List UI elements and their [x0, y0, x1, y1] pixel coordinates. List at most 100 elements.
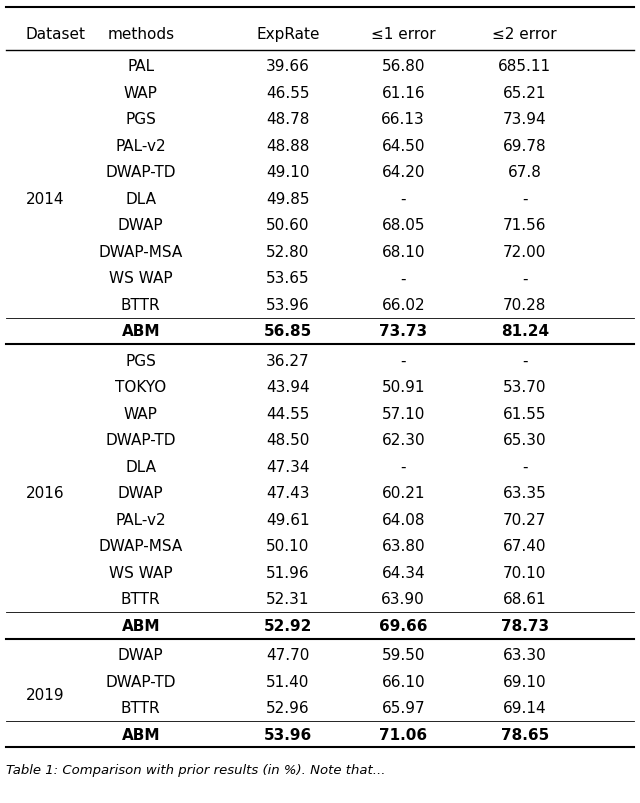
Text: DWAP-TD: DWAP-TD: [106, 165, 176, 180]
Text: 47.43: 47.43: [266, 486, 310, 500]
Text: 47.70: 47.70: [266, 647, 310, 662]
Text: -: -: [522, 459, 527, 474]
Text: 36.27: 36.27: [266, 353, 310, 368]
Text: ≤2 error: ≤2 error: [493, 27, 557, 43]
Text: 68.05: 68.05: [381, 218, 425, 233]
Text: ≤1 error: ≤1 error: [371, 27, 435, 43]
Text: BTTR: BTTR: [121, 592, 161, 606]
Text: 69.14: 69.14: [503, 700, 547, 715]
Text: DWAP-TD: DWAP-TD: [106, 433, 176, 447]
Text: DWAP: DWAP: [118, 218, 164, 233]
Text: ABM: ABM: [122, 727, 160, 742]
Text: PGS: PGS: [125, 112, 156, 127]
Text: 68.61: 68.61: [503, 592, 547, 606]
Text: 61.55: 61.55: [503, 406, 547, 421]
Text: 44.55: 44.55: [266, 406, 310, 421]
Text: PAL-v2: PAL-v2: [115, 512, 166, 527]
Text: 64.08: 64.08: [381, 512, 425, 527]
Text: 73.94: 73.94: [503, 112, 547, 127]
Text: 66.10: 66.10: [381, 674, 425, 689]
Text: 62.30: 62.30: [381, 433, 425, 447]
Text: DLA: DLA: [125, 191, 156, 206]
Text: 73.73: 73.73: [379, 324, 428, 339]
Text: DLA: DLA: [125, 459, 156, 474]
Text: 51.96: 51.96: [266, 565, 310, 580]
Text: 52.31: 52.31: [266, 592, 310, 606]
Text: 63.90: 63.90: [381, 592, 425, 606]
Text: 72.00: 72.00: [503, 244, 547, 259]
Text: 69.78: 69.78: [503, 138, 547, 153]
Text: 47.34: 47.34: [266, 459, 310, 474]
Text: 65.30: 65.30: [503, 433, 547, 447]
Text: 63.80: 63.80: [381, 539, 425, 553]
Text: Dataset: Dataset: [26, 27, 86, 43]
Text: ExpRate: ExpRate: [256, 27, 320, 43]
Text: 66.02: 66.02: [381, 297, 425, 312]
Text: 50.10: 50.10: [266, 539, 310, 553]
Text: -: -: [401, 353, 406, 368]
Text: 43.94: 43.94: [266, 380, 310, 394]
Text: 59.50: 59.50: [381, 647, 425, 662]
Text: 70.27: 70.27: [503, 512, 547, 527]
Text: Table 1: Comparison with prior results (in %). Note that...: Table 1: Comparison with prior results (…: [6, 764, 386, 777]
Text: DWAP: DWAP: [118, 486, 164, 500]
Text: 685.11: 685.11: [498, 59, 552, 74]
Text: 48.78: 48.78: [266, 112, 310, 127]
Text: ABM: ABM: [122, 618, 160, 633]
Text: 52.92: 52.92: [264, 618, 312, 633]
Text: 65.97: 65.97: [381, 700, 425, 715]
Text: TOKYO: TOKYO: [115, 380, 166, 394]
Text: BTTR: BTTR: [121, 297, 161, 312]
Text: 48.88: 48.88: [266, 138, 310, 153]
Text: DWAP: DWAP: [118, 647, 164, 662]
Text: 57.10: 57.10: [381, 406, 425, 421]
Text: 67.8: 67.8: [508, 165, 541, 180]
Text: 66.13: 66.13: [381, 112, 425, 127]
Text: ABM: ABM: [122, 324, 160, 339]
Text: 51.40: 51.40: [266, 674, 310, 689]
Text: 63.35: 63.35: [503, 486, 547, 500]
Text: 46.55: 46.55: [266, 85, 310, 100]
Text: 65.21: 65.21: [503, 85, 547, 100]
Text: BTTR: BTTR: [121, 700, 161, 715]
Text: PAL-v2: PAL-v2: [115, 138, 166, 153]
Text: 2019: 2019: [26, 687, 64, 702]
Text: WAP: WAP: [124, 406, 157, 421]
Text: 49.10: 49.10: [266, 165, 310, 180]
Text: 71.56: 71.56: [503, 218, 547, 233]
Text: 39.66: 39.66: [266, 59, 310, 74]
Text: 2016: 2016: [26, 486, 64, 500]
Text: 53.96: 53.96: [264, 727, 312, 742]
Text: -: -: [522, 353, 527, 368]
Text: -: -: [401, 459, 406, 474]
Text: WS WAP: WS WAP: [109, 565, 173, 580]
Text: DWAP-MSA: DWAP-MSA: [99, 244, 183, 259]
Text: PAL: PAL: [127, 59, 154, 74]
Text: 71.06: 71.06: [379, 727, 428, 742]
Text: 81.24: 81.24: [500, 324, 549, 339]
Text: 63.30: 63.30: [503, 647, 547, 662]
Text: 53.96: 53.96: [266, 297, 310, 312]
Text: 64.50: 64.50: [381, 138, 425, 153]
Text: 49.85: 49.85: [266, 191, 310, 206]
Text: 50.60: 50.60: [266, 218, 310, 233]
Text: 70.10: 70.10: [503, 565, 547, 580]
Text: 78.73: 78.73: [500, 618, 549, 633]
Text: 48.50: 48.50: [266, 433, 310, 447]
Text: PGS: PGS: [125, 353, 156, 368]
Text: 50.91: 50.91: [381, 380, 425, 394]
Text: -: -: [401, 191, 406, 206]
Text: 68.10: 68.10: [381, 244, 425, 259]
Text: methods: methods: [108, 27, 174, 43]
Text: 69.10: 69.10: [503, 674, 547, 689]
Text: 52.96: 52.96: [266, 700, 310, 715]
Text: -: -: [401, 271, 406, 286]
Text: 53.70: 53.70: [503, 380, 547, 394]
Text: 53.65: 53.65: [266, 271, 310, 286]
Text: 67.40: 67.40: [503, 539, 547, 553]
Text: -: -: [522, 191, 527, 206]
Text: 52.80: 52.80: [266, 244, 310, 259]
Text: 61.16: 61.16: [381, 85, 425, 100]
Text: WAP: WAP: [124, 85, 157, 100]
Text: 60.21: 60.21: [381, 486, 425, 500]
